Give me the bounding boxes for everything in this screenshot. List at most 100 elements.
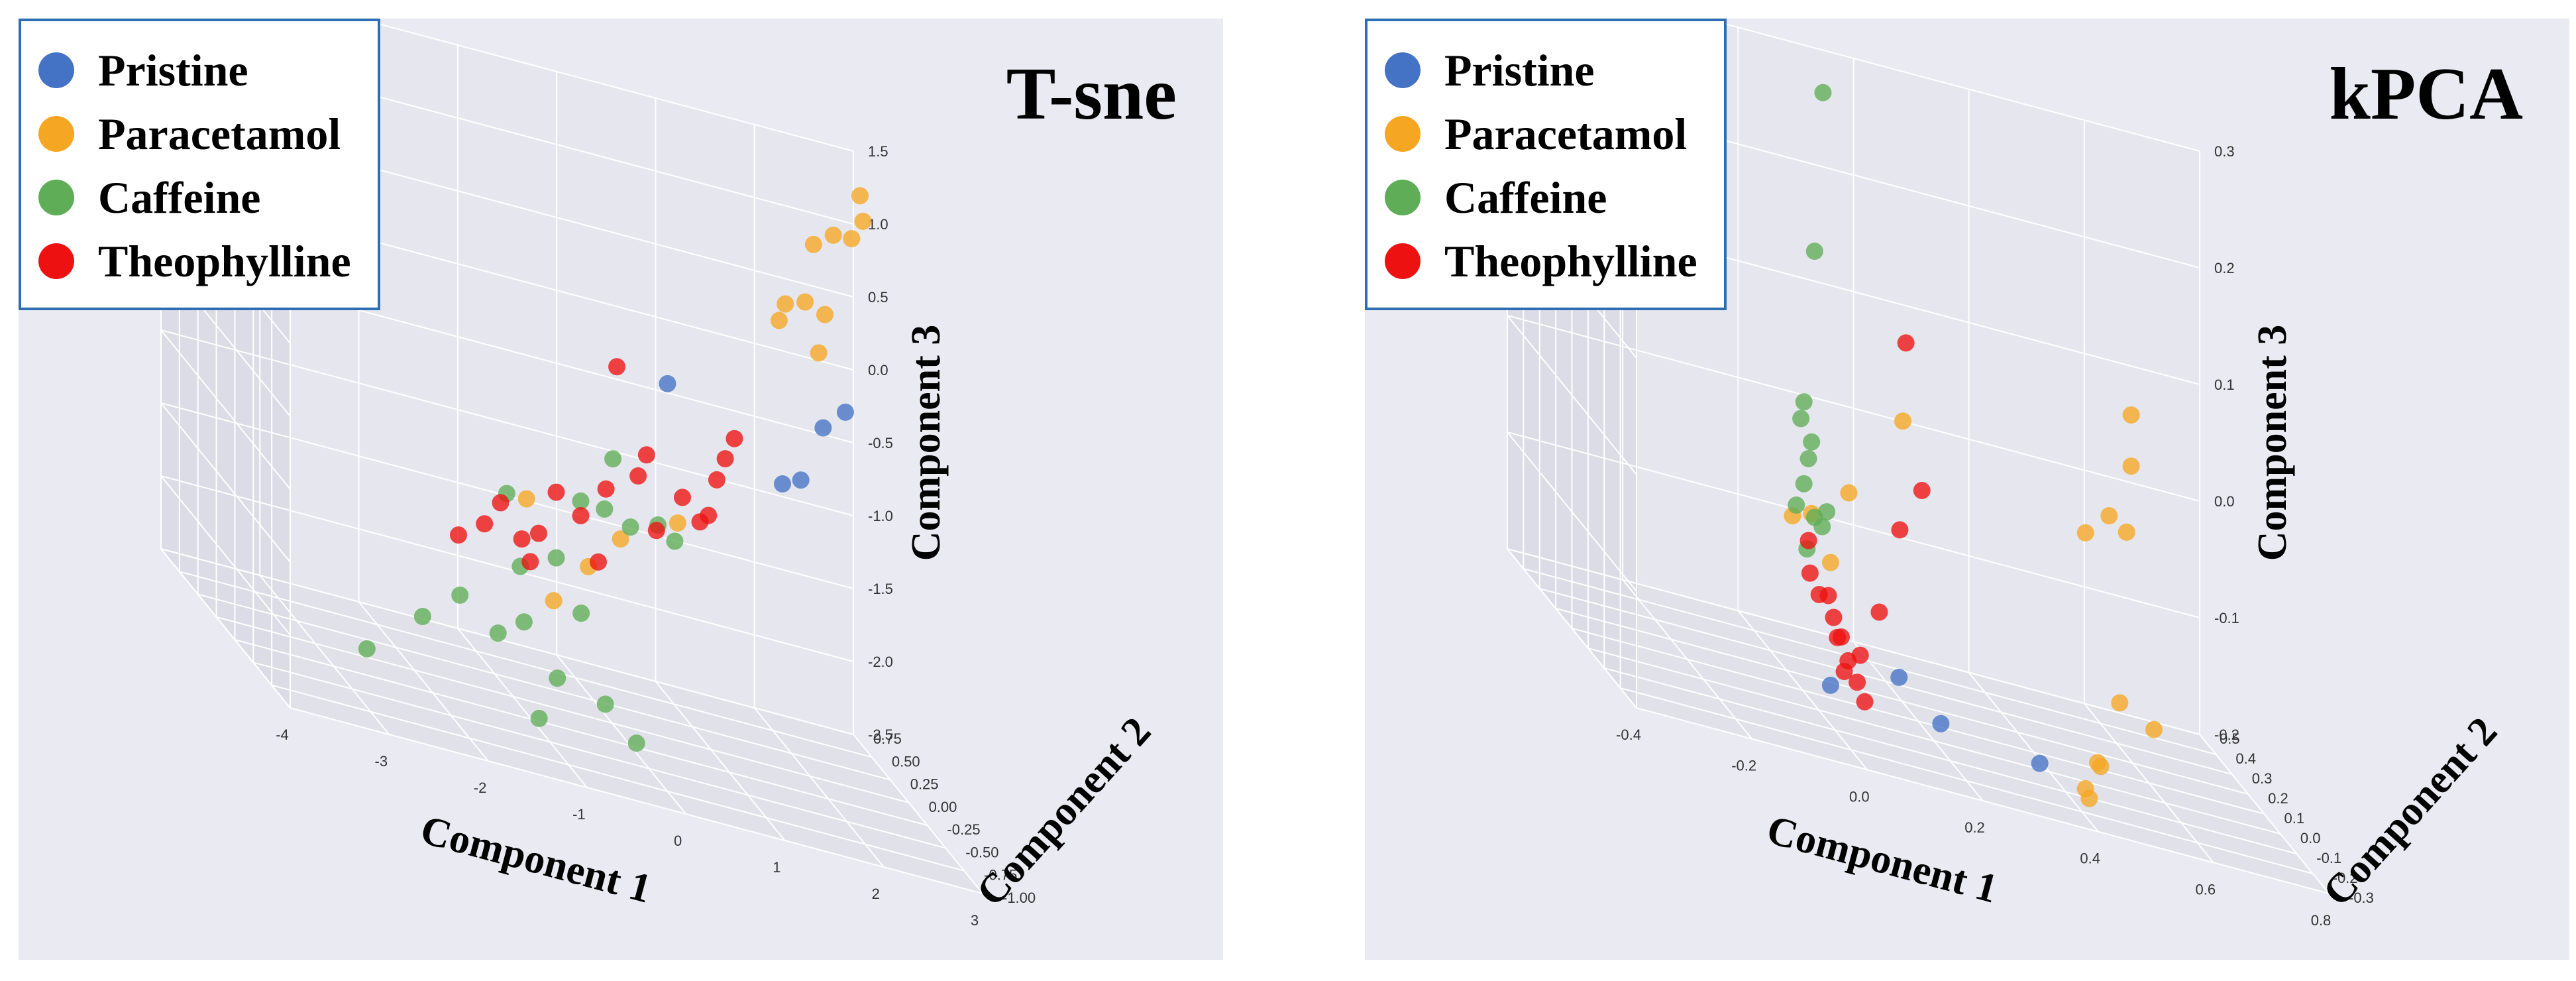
- legend-label: Caffeine: [98, 172, 261, 223]
- point-paracetamol: [2076, 779, 2094, 797]
- point-theophylline: [1913, 481, 1931, 499]
- y-tick-label: 0.4: [2235, 750, 2256, 767]
- grid-line: [1572, 628, 2265, 815]
- y-tick-label: 0.75: [873, 730, 902, 747]
- grid-line: [853, 734, 983, 894]
- x-tick-label: -0.4: [1616, 726, 1641, 743]
- point-caffeine: [1805, 243, 1823, 260]
- grid-line: [457, 628, 588, 788]
- point-paracetamol: [2122, 406, 2140, 424]
- point-paracetamol: [851, 187, 869, 205]
- x-axis-title: Component 1: [416, 807, 656, 912]
- z-tick-label: 1.5: [868, 143, 888, 160]
- x-tick-label: 1: [773, 859, 780, 876]
- point-theophylline: [547, 483, 565, 501]
- grid-line: [197, 593, 890, 781]
- z-tick-label: -1.5: [868, 581, 893, 597]
- point-paracetamol: [669, 514, 686, 532]
- grid-line: [1507, 548, 1637, 709]
- point-theophylline: [674, 489, 691, 506]
- z-tick-label: 0.0: [2214, 493, 2235, 510]
- grid-line: [259, 575, 390, 735]
- x-tick-label: -0.2: [1731, 758, 1756, 774]
- grid-line: [1702, 19, 2200, 152]
- y-tick-label: -0.50: [965, 844, 998, 860]
- y-tick-label: -0.3: [2349, 890, 2374, 906]
- point-pristine: [2031, 754, 2049, 772]
- point-paracetamol: [2118, 523, 2135, 541]
- grid-line: [179, 571, 873, 758]
- point-caffeine: [451, 586, 469, 604]
- point-theophylline: [725, 430, 743, 447]
- point-pristine: [814, 419, 832, 437]
- point-theophylline: [1801, 564, 1819, 582]
- grid-line: [1636, 707, 2330, 894]
- point-paracetamol: [854, 212, 872, 230]
- point-caffeine: [666, 532, 684, 550]
- point-theophylline: [492, 494, 510, 512]
- point-paracetamol: [2111, 694, 2129, 712]
- grid-line: [160, 329, 854, 516]
- grid-line: [160, 548, 291, 709]
- point-theophylline: [1819, 587, 1837, 605]
- point-caffeine: [596, 500, 614, 518]
- point-caffeine: [572, 605, 590, 622]
- legend-label: Theophylline: [98, 235, 351, 286]
- point-paracetamol: [2122, 457, 2140, 475]
- z-tick-label: 1.0: [868, 216, 888, 233]
- y-tick-label: -0.25: [947, 821, 980, 838]
- point-theophylline: [1856, 693, 1874, 711]
- grid-line: [753, 707, 885, 868]
- point-caffeine: [489, 624, 507, 642]
- legend-label: Pristine: [98, 44, 248, 95]
- y-axis-title: Component 2: [2314, 709, 2506, 914]
- grid-line: [216, 616, 909, 803]
- grid-line: [1507, 432, 1637, 592]
- legend-label: Paracetamol: [1444, 108, 1688, 159]
- legend-item-caffeine: Caffeine: [38, 166, 351, 229]
- tsne-panel: -4 -3 -2 -1 0 1 2 3 -1.00 -0.75 -0.50 -0.25 0.00 0.25…: [19, 19, 1223, 960]
- x-tick-label: -2: [474, 779, 487, 796]
- point-paracetamol: [796, 293, 814, 311]
- point-caffeine: [1788, 496, 1805, 514]
- point-caffeine: [572, 492, 590, 510]
- legend-item-pristine: Pristine: [1385, 38, 1697, 102]
- legend-item-paracetamol: Paracetamol: [1385, 102, 1697, 166]
- x-tick-label: 0.0: [1849, 788, 1870, 805]
- legend-item-caffeine: Caffeine: [1385, 166, 1697, 229]
- point-paracetamol: [2089, 754, 2107, 772]
- z-axis-title: Component 3: [904, 325, 949, 561]
- legend-item-paracetamol: Paracetamol: [38, 102, 351, 166]
- z-tick-label: -1.0: [868, 508, 893, 524]
- x-tick-label: 3: [971, 912, 979, 929]
- grid-line: [358, 601, 489, 762]
- point-caffeine: [1799, 449, 1817, 467]
- legend-item-theophylline: Theophylline: [1385, 229, 1697, 293]
- grid-line: [160, 402, 291, 563]
- legend-swatch: [38, 180, 74, 215]
- grid-line: [1507, 315, 1637, 475]
- grid-line: [1555, 608, 2249, 795]
- grid-line: [1587, 648, 2281, 835]
- grid-line: [253, 662, 946, 849]
- x-tick-label: -1: [572, 806, 586, 823]
- z-axis-title: Component 3: [2250, 325, 2295, 561]
- point-theophylline: [590, 553, 607, 571]
- legend-label: Pristine: [1444, 44, 1595, 95]
- point-theophylline: [513, 530, 531, 548]
- legend-item-pristine: Pristine: [38, 38, 351, 102]
- point-pristine: [1821, 676, 1839, 694]
- grid-line: [1620, 687, 2313, 874]
- grid-line: [1507, 548, 2200, 735]
- point-theophylline: [450, 526, 467, 544]
- point-caffeine: [515, 613, 533, 631]
- point-theophylline: [572, 506, 590, 524]
- z-tick-label: -2.5: [868, 726, 893, 743]
- point-paracetamol: [2145, 721, 2163, 738]
- y-tick-label: -0.1: [2316, 850, 2341, 866]
- point-pristine: [836, 403, 854, 421]
- grid-line: [556, 654, 686, 815]
- y-tick-label: 0.25: [910, 776, 939, 793]
- point-pristine: [1932, 715, 1950, 732]
- grid-line: [290, 707, 983, 894]
